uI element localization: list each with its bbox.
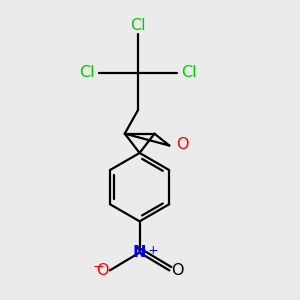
Text: +: + (148, 244, 158, 257)
Text: O: O (171, 263, 183, 278)
Text: O: O (176, 137, 188, 152)
Text: Cl: Cl (130, 18, 146, 33)
Text: O: O (96, 263, 108, 278)
Text: N: N (133, 245, 146, 260)
Text: −: − (93, 260, 104, 274)
Text: Cl: Cl (80, 65, 95, 80)
Text: Cl: Cl (181, 65, 197, 80)
